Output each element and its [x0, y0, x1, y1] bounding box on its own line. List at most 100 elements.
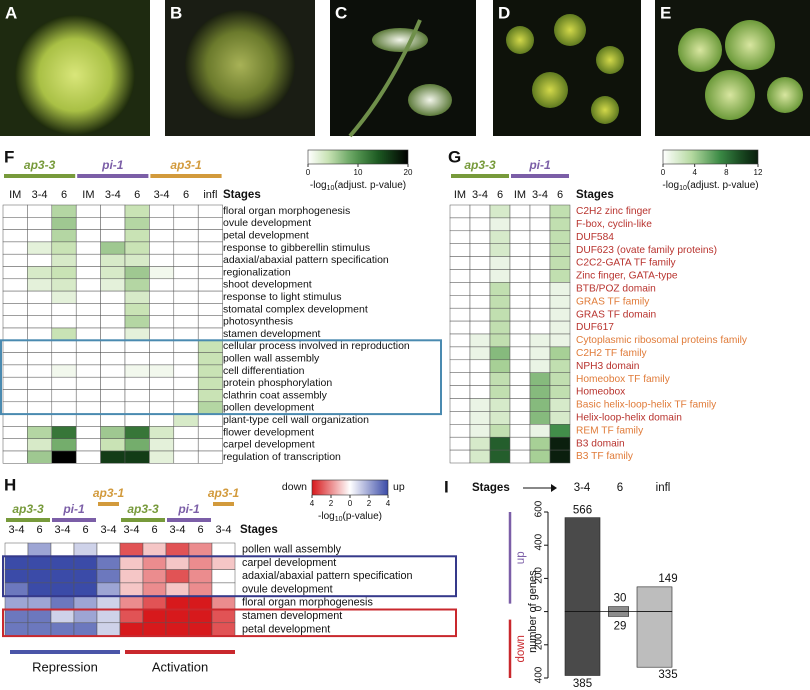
heatmap-cell	[75, 352, 101, 366]
colorbar-tick-label: 12	[754, 168, 763, 177]
heatmap-cell	[2, 450, 28, 464]
photo-label: C	[335, 3, 347, 22]
heatmap-cell	[73, 582, 98, 597]
heatmap-cell	[75, 389, 101, 403]
row-label: F-box, cyclin-like	[576, 219, 652, 230]
bar	[564, 611, 601, 676]
heatmap-cell	[124, 364, 150, 378]
heatmap-cell	[124, 204, 150, 218]
column-label: 6	[557, 189, 563, 201]
column-label: 6	[197, 524, 203, 536]
heatmap-cell	[100, 376, 126, 390]
colorbar-end-label: up	[393, 481, 405, 493]
heatmap-cell	[27, 364, 53, 378]
heatmap-cell	[469, 269, 491, 283]
heatmap-cell	[51, 290, 77, 304]
heatmap-cell	[2, 413, 28, 427]
row-label: response to gibberellin stimulus	[223, 242, 370, 254]
heatmap-cell	[27, 376, 53, 390]
heatmap-cell	[165, 622, 190, 637]
row-label: ovule development	[242, 583, 333, 595]
heatmap-cell	[119, 582, 144, 597]
heatmap-cell	[509, 320, 531, 335]
heatmap-cell	[197, 340, 223, 353]
colorbar	[311, 479, 389, 496]
heatmap-cell	[124, 241, 150, 255]
bar	[608, 611, 629, 617]
column-label: 6	[183, 189, 189, 201]
heatmap-cell	[549, 398, 571, 412]
heatmap-cell	[149, 340, 175, 353]
heatmap-cell	[73, 609, 98, 624]
heatmap-cell	[100, 327, 126, 341]
heatmap-cell	[51, 204, 77, 218]
colorbar-tick-label: 4	[692, 168, 697, 177]
heatmap-cell	[489, 398, 511, 412]
heatmap-cell	[211, 595, 236, 610]
heatmap-cell	[2, 253, 28, 267]
heatmap-cell	[165, 582, 190, 597]
heatmap-cell	[142, 542, 167, 557]
heatmap-cell	[2, 340, 28, 353]
heatmap-cell	[96, 582, 121, 597]
heatmap-cell	[549, 295, 571, 309]
heatmap-cell	[529, 204, 551, 219]
heatmap-cell	[50, 569, 75, 584]
heatmap-cell	[489, 372, 511, 386]
photo-label: A	[5, 3, 17, 22]
genotype-bar	[511, 174, 569, 178]
heatmap-cell	[149, 204, 175, 218]
heatmap-cell	[142, 595, 167, 610]
heatmap-cell	[549, 217, 571, 232]
heatmap-cell	[489, 320, 511, 335]
heatmap-cell	[509, 217, 531, 232]
heatmap-cell	[149, 278, 175, 292]
row-label: Helix-loop-helix domain	[576, 413, 682, 424]
colorbar-label-part: 10	[335, 516, 343, 523]
heatmap-cell	[100, 364, 126, 378]
heatmap-cell	[27, 327, 53, 341]
y-tick-label: 600	[534, 500, 545, 517]
heatmap-cell	[509, 256, 531, 270]
heatmap-cell	[469, 346, 491, 361]
heatmap-cell	[509, 385, 531, 399]
genotype-label: ap3-1	[170, 158, 202, 172]
heatmap-cell	[51, 217, 77, 230]
heatmap-cell	[449, 282, 471, 296]
stages-label: Stages	[223, 189, 261, 201]
heatmap-cell	[469, 385, 491, 399]
heatmap-cell	[51, 389, 77, 403]
photo-detail	[767, 77, 803, 113]
column-label: 3-4	[32, 189, 48, 201]
heatmap-cell	[27, 303, 53, 316]
heatmap-cell	[469, 398, 491, 412]
colorbar-label-part: -log	[310, 180, 327, 191]
heatmap-cell	[173, 229, 199, 243]
heatmap-cell	[197, 450, 223, 464]
heatmap-cell	[50, 622, 75, 637]
heatmap-cell	[50, 542, 75, 557]
bar	[636, 611, 673, 668]
heatmap-cell	[529, 385, 551, 399]
heatmap-cell	[75, 364, 101, 378]
colorbar-tick-label: 2	[329, 499, 334, 508]
panel-label: H	[4, 475, 16, 494]
heatmap-cell	[469, 307, 491, 322]
colorbar-label-part: (adjust. p-value)	[334, 180, 406, 191]
heatmap-cell	[100, 204, 126, 218]
heatmap-cell	[100, 266, 126, 280]
heatmap-cell	[27, 315, 53, 329]
heatmap-cell	[75, 229, 101, 243]
row-label: shoot development	[223, 279, 312, 291]
heatmap-cell	[173, 352, 199, 366]
heatmap-cell	[51, 401, 77, 415]
heatmap-cell	[173, 253, 199, 267]
column-label: 3-4	[101, 524, 117, 536]
row-label: floral organ morphogenesis	[223, 205, 350, 217]
heatmap-cell	[2, 303, 28, 316]
heatmap-cell	[27, 622, 52, 637]
heatmap-cell	[100, 426, 126, 439]
column-label: 3-4	[472, 189, 488, 201]
heatmap-cell	[75, 426, 101, 439]
